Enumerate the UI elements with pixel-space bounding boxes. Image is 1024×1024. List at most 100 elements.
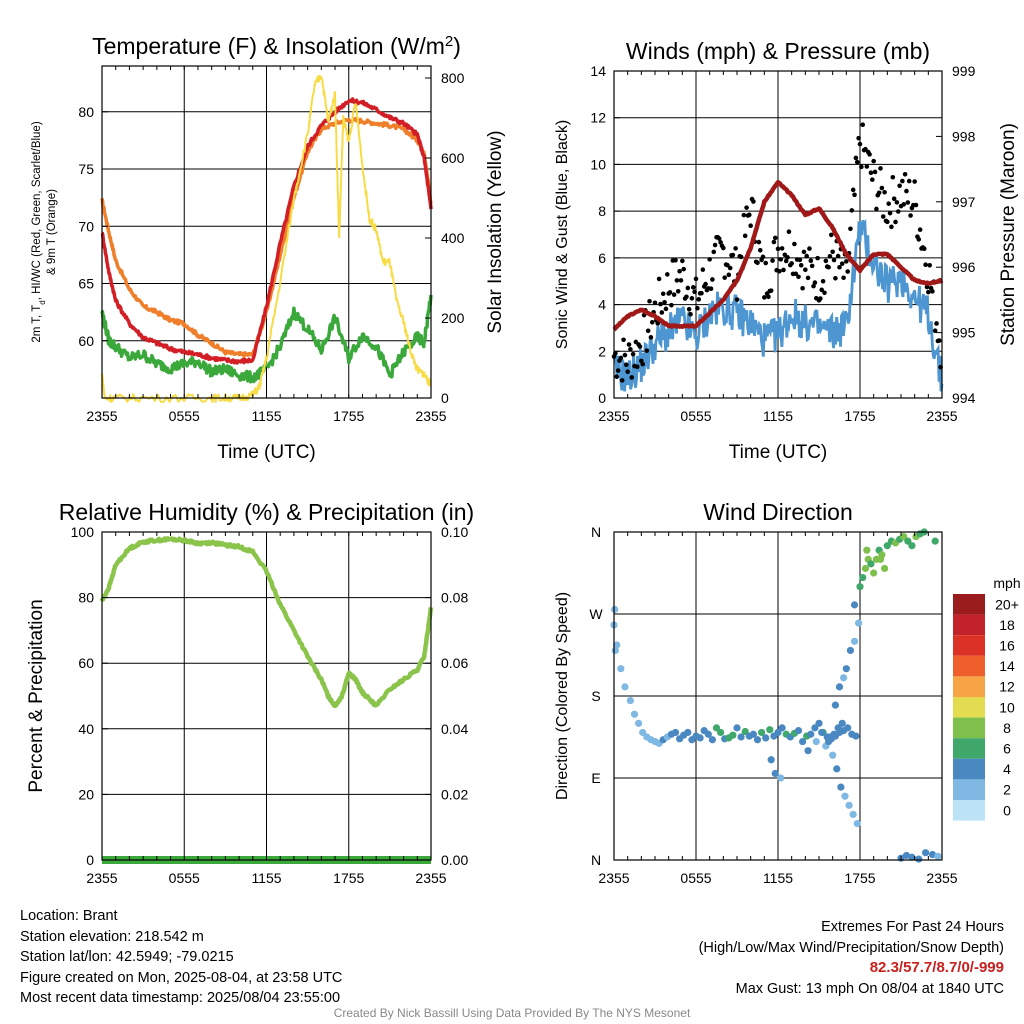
wind-gust-point: [756, 239, 762, 245]
wdir-point: [863, 546, 871, 554]
wind-gust-point: [618, 355, 624, 361]
wind-gust-point: [625, 369, 630, 375]
rh-series-rh: [99, 536, 434, 709]
wdir-point: [830, 730, 838, 738]
rh-xtick-label: 2355: [415, 870, 446, 886]
wind-gust-point: [630, 351, 636, 357]
wdir-point: [831, 701, 840, 709]
wdir-point: [812, 737, 820, 746]
wdir-legend-swatch: [953, 635, 985, 656]
wind-gust-point: [921, 246, 927, 252]
wdir-xtick-label: 1155: [763, 870, 793, 886]
wdir-legend-label: 18: [999, 617, 1015, 633]
wind-y2tick-label: 999: [952, 63, 976, 79]
wdir-legend-label: 14: [999, 658, 1015, 674]
wind-gust-point: [734, 297, 740, 302]
temp-xlabel: Time (UTC): [217, 442, 316, 463]
wind-gust-point: [811, 283, 816, 289]
wind-gust-point: [763, 260, 768, 266]
temp-y2label: Solar Insolation (Yellow): [485, 130, 506, 333]
wdir-point: [621, 683, 629, 691]
wind-gust-point: [857, 141, 863, 147]
wind-gust-point: [663, 306, 669, 312]
wind-gust-point: [895, 209, 901, 214]
wind-gust-point: [785, 255, 790, 260]
wdir-point: [758, 728, 766, 737]
wind-gust-point: [831, 257, 837, 263]
wdir-point: [902, 851, 911, 860]
wind-gust-point: [748, 223, 753, 229]
wind-gust-point: [890, 174, 896, 180]
wind-gust-point: [808, 258, 814, 264]
rh-ylabel: Percent & Precipitation: [26, 599, 47, 792]
wdir-point: [838, 719, 846, 727]
wind-gust-point: [839, 261, 845, 266]
wind-gust-point: [692, 289, 697, 295]
wind-gust-point: [658, 301, 663, 307]
rh-ytick-label: 20: [78, 786, 94, 802]
wind-gust-point: [793, 271, 799, 277]
wdir-point: [881, 564, 889, 573]
wind-gust-point: [624, 362, 629, 368]
wind-xtick-label: 1155: [763, 408, 793, 424]
wind-gust-point: [688, 311, 693, 317]
wdir-point: [611, 646, 619, 655]
wind-gust-point: [711, 249, 717, 255]
wdir-point: [922, 849, 930, 857]
wind-gust-point: [716, 236, 722, 241]
wdir-legend: mph 20+ 18 16 14 12 10 8 6 4 2 0: [953, 575, 1021, 821]
wdir-point: [915, 855, 923, 863]
wind-xtick-label: 2355: [598, 408, 629, 424]
rh-xtick-label: 1155: [251, 870, 281, 886]
wind-gust-point: [733, 246, 738, 251]
wind-gust-point: [917, 227, 923, 232]
wind-gust-point: [906, 178, 912, 184]
wdir-point: [928, 850, 937, 859]
wdir-ylabel: Direction (Colored By Speed): [554, 592, 571, 800]
wdir-point: [684, 728, 692, 737]
wdir-point: [777, 774, 785, 782]
wind-gust-point: [665, 272, 670, 277]
wind-gust-point: [853, 155, 859, 161]
wdir-xtick-label: 0555: [680, 870, 711, 886]
rh-y2tick-label: 0.10: [441, 524, 468, 540]
temp-xtick-label: 2355: [415, 408, 446, 424]
wdir-point: [737, 733, 745, 741]
wdir-legend-swatch: [953, 779, 985, 800]
wind-gust-point: [934, 321, 939, 326]
wdir-point: [815, 719, 823, 727]
wind-gust-point: [826, 264, 831, 270]
wdir-legend-swatch: [953, 800, 985, 821]
wdir-point: [852, 732, 860, 740]
wind-gust-point: [894, 200, 900, 205]
wind-gust-point: [820, 278, 826, 284]
wind-gust-point: [677, 268, 682, 274]
rh-panel: Relative Humidity (%) & Precipitation (i…: [26, 499, 474, 886]
wind-gust-point: [637, 344, 643, 349]
wind-gust-point: [770, 258, 775, 263]
wind-gust-point: [792, 241, 797, 247]
rh-y2tick-label: 0.06: [441, 655, 468, 671]
wdir-point: [837, 783, 845, 791]
wind-gust-point: [800, 285, 805, 291]
wind-gust-point: [815, 255, 820, 261]
wind-gust-point: [830, 249, 835, 255]
wind-gust-point: [619, 378, 625, 383]
wind-ylabel: Sonic Wind & Gust (Blue, Black): [554, 120, 571, 349]
extremes-panel: Extremes For Past 24 Hours (High/Low/Max…: [699, 917, 1004, 999]
wdir-point: [842, 665, 850, 673]
wdir-legend-label: 12: [999, 679, 1015, 695]
wind-gust-point: [882, 189, 887, 195]
wind-gust-point: [700, 267, 706, 272]
rh-y2tick-label: 0.00: [441, 852, 468, 868]
wdir-point: [635, 719, 643, 727]
wdir-ytick-label: N: [591, 524, 601, 540]
wdir-point: [630, 710, 639, 718]
wind-ytick-label: 8: [598, 203, 606, 219]
wdir-legend-swatch: [953, 655, 985, 677]
wdir-point: [850, 601, 859, 609]
wind-gust-point: [860, 122, 866, 128]
wdir-point: [867, 560, 875, 568]
wdir-legend-label: 2: [1003, 782, 1011, 798]
